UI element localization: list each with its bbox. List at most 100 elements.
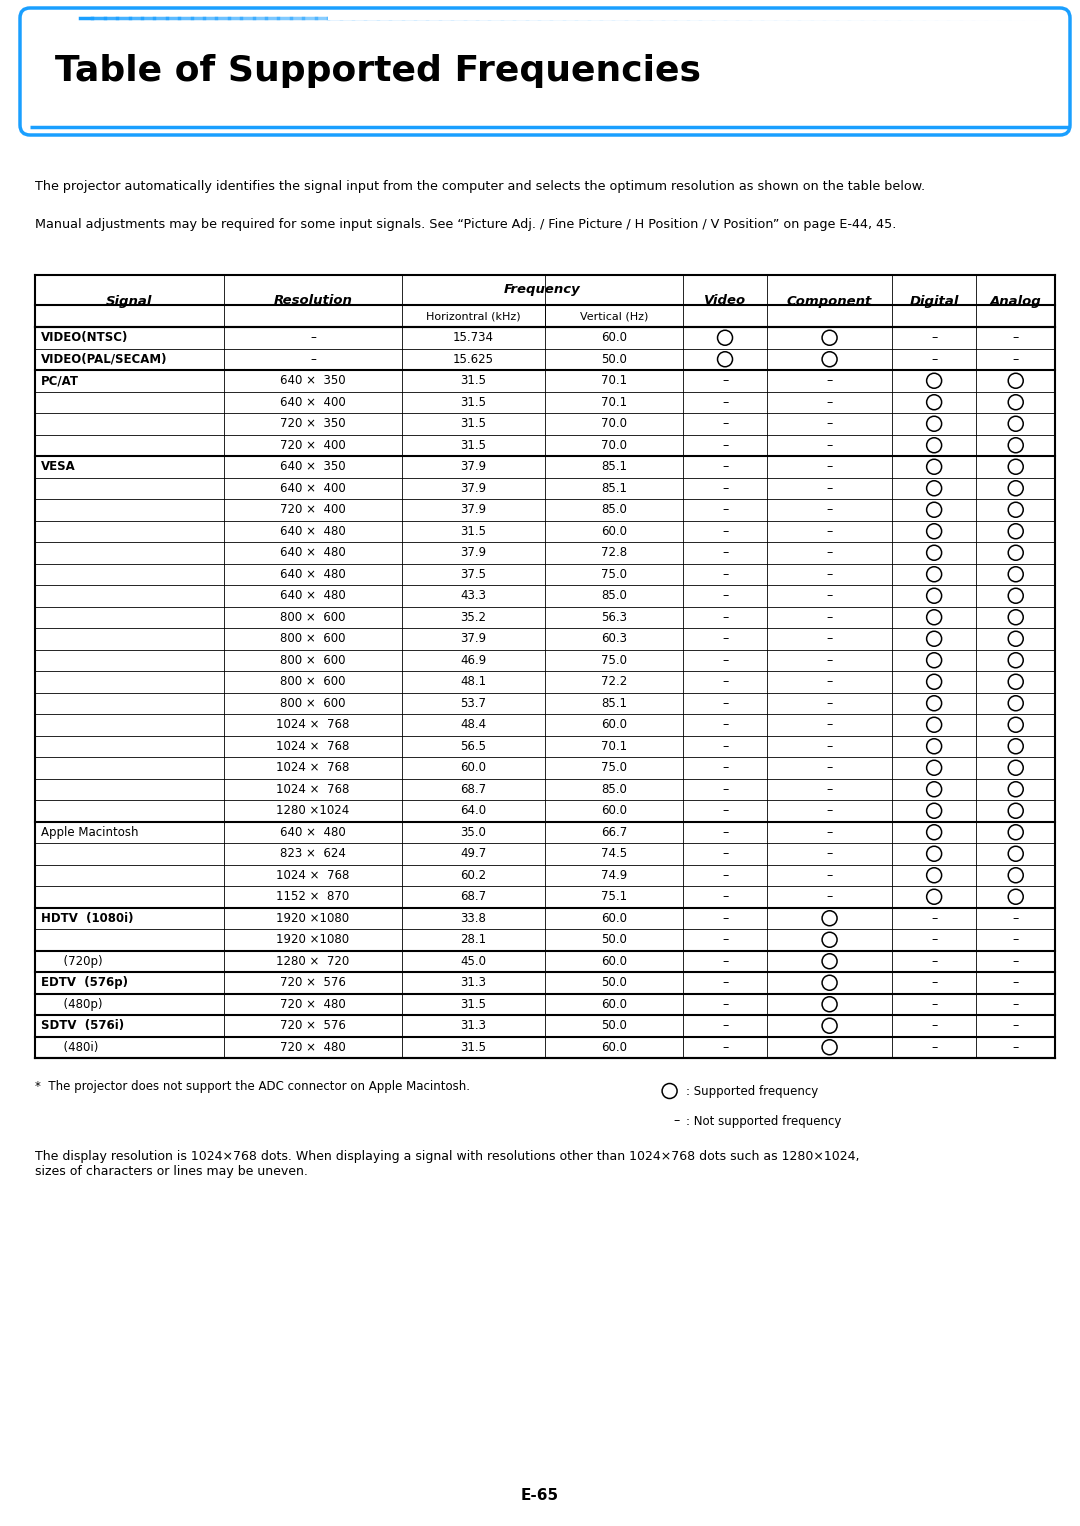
Text: –: – (931, 331, 937, 345)
Text: 31.5: 31.5 (460, 525, 487, 537)
Text: *  The projector does not support the ADC connector on Apple Macintosh.: * The projector does not support the ADC… (35, 1080, 470, 1093)
Text: 70.1: 70.1 (600, 374, 626, 388)
Text: 720 ×  480: 720 × 480 (280, 998, 346, 1010)
Text: 720 ×  350: 720 × 350 (280, 417, 346, 430)
Text: 70.1: 70.1 (600, 395, 626, 409)
Text: 640 ×  480: 640 × 480 (280, 568, 346, 581)
Text: –: – (826, 697, 833, 710)
Text: –: – (826, 804, 833, 818)
Text: 1920 ×1080: 1920 ×1080 (276, 911, 350, 925)
Text: 60.0: 60.0 (600, 804, 626, 818)
Text: Digital: Digital (909, 295, 959, 308)
Text: 70.1: 70.1 (600, 740, 626, 752)
Text: –: – (826, 761, 833, 774)
Text: –: – (826, 674, 833, 688)
Text: (480i): (480i) (41, 1041, 98, 1054)
Text: –: – (721, 417, 728, 430)
Text: 45.0: 45.0 (460, 955, 487, 967)
Text: –: – (931, 934, 937, 946)
Text: 640 ×  350: 640 × 350 (280, 461, 346, 473)
Text: Component: Component (787, 295, 873, 308)
Text: 60.0: 60.0 (600, 998, 626, 1010)
Text: 1024 ×  768: 1024 × 768 (276, 868, 350, 882)
Text: –: – (721, 911, 728, 925)
Text: 64.0: 64.0 (460, 804, 487, 818)
Text: 640 ×  480: 640 × 480 (280, 589, 346, 603)
Text: 60.0: 60.0 (600, 719, 626, 731)
Text: –: – (721, 632, 728, 645)
Text: 72.2: 72.2 (600, 674, 627, 688)
Text: –: – (721, 761, 728, 774)
Text: 31.5: 31.5 (460, 395, 487, 409)
Text: 720 ×  576: 720 × 576 (280, 977, 346, 989)
Text: 1024 ×  768: 1024 × 768 (276, 719, 350, 731)
Text: 75.0: 75.0 (600, 761, 626, 774)
Text: 640 ×  480: 640 × 480 (280, 826, 346, 839)
Text: 60.0: 60.0 (600, 331, 626, 345)
Text: 85.1: 85.1 (600, 461, 626, 473)
Text: 31.5: 31.5 (460, 1041, 487, 1054)
Text: 74.9: 74.9 (600, 868, 627, 882)
Text: –: – (721, 546, 728, 559)
Text: –: – (826, 719, 833, 731)
Text: 70.0: 70.0 (600, 439, 626, 452)
Text: 37.9: 37.9 (460, 504, 487, 516)
Text: –: – (931, 955, 937, 967)
Text: 31.3: 31.3 (460, 977, 487, 989)
Text: The display resolution is 1024×768 dots. When displaying a signal with resolutio: The display resolution is 1024×768 dots.… (35, 1151, 860, 1178)
Text: –: – (826, 395, 833, 409)
Text: –: – (1013, 934, 1018, 946)
Text: 37.9: 37.9 (460, 632, 487, 645)
Text: 640 ×  400: 640 × 400 (280, 395, 346, 409)
Text: 640 ×  350: 640 × 350 (280, 374, 346, 388)
Text: –: – (826, 740, 833, 752)
Text: E-65: E-65 (521, 1488, 559, 1503)
Text: 50.0: 50.0 (600, 1019, 626, 1032)
Text: VIDEO(NTSC): VIDEO(NTSC) (41, 331, 129, 345)
Text: 800 ×  600: 800 × 600 (280, 610, 346, 624)
Text: 50.0: 50.0 (600, 977, 626, 989)
Text: –: – (826, 847, 833, 861)
Text: 49.7: 49.7 (460, 847, 487, 861)
Text: –: – (826, 589, 833, 603)
Text: 1280 ×  720: 1280 × 720 (276, 955, 350, 967)
Text: 800 ×  600: 800 × 600 (280, 653, 346, 667)
Text: 85.0: 85.0 (600, 504, 626, 516)
Text: –: – (721, 439, 728, 452)
Text: SDTV  (576i): SDTV (576i) (41, 1019, 124, 1032)
Text: 60.0: 60.0 (460, 761, 487, 774)
Text: 1280 ×1024: 1280 ×1024 (276, 804, 350, 818)
Text: 85.0: 85.0 (600, 783, 626, 795)
Text: HDTV  (1080i): HDTV (1080i) (41, 911, 134, 925)
Text: 720 ×  400: 720 × 400 (280, 439, 346, 452)
Text: 823 ×  624: 823 × 624 (280, 847, 346, 861)
Text: –: – (721, 1019, 728, 1032)
Text: –: – (826, 374, 833, 388)
Text: 68.7: 68.7 (460, 783, 487, 795)
Text: 1024 ×  768: 1024 × 768 (276, 761, 350, 774)
Text: Video: Video (704, 295, 746, 308)
Text: –: – (826, 439, 833, 452)
Text: 56.5: 56.5 (460, 740, 487, 752)
Text: 800 ×  600: 800 × 600 (280, 632, 346, 645)
Text: Manual adjustments may be required for some input signals. See “Picture Adj. / F: Manual adjustments may be required for s… (35, 218, 896, 230)
Text: –: – (721, 740, 728, 752)
Text: 640 ×  480: 640 × 480 (280, 525, 346, 537)
Text: 43.3: 43.3 (460, 589, 487, 603)
Text: 33.8: 33.8 (461, 911, 486, 925)
Text: –: – (721, 610, 728, 624)
Text: –: – (826, 546, 833, 559)
Text: (720p): (720p) (41, 955, 103, 967)
Text: –: – (1013, 331, 1018, 345)
Text: –: – (721, 697, 728, 710)
Text: 1024 ×  768: 1024 × 768 (276, 783, 350, 795)
Text: 60.0: 60.0 (600, 525, 626, 537)
Text: –: – (721, 482, 728, 494)
Text: 31.5: 31.5 (460, 998, 487, 1010)
Text: 66.7: 66.7 (600, 826, 627, 839)
FancyBboxPatch shape (21, 8, 1070, 134)
Text: –: – (931, 1041, 937, 1054)
Text: 48.1: 48.1 (460, 674, 487, 688)
Text: 720 ×  400: 720 × 400 (280, 504, 346, 516)
Text: 75.0: 75.0 (600, 653, 626, 667)
